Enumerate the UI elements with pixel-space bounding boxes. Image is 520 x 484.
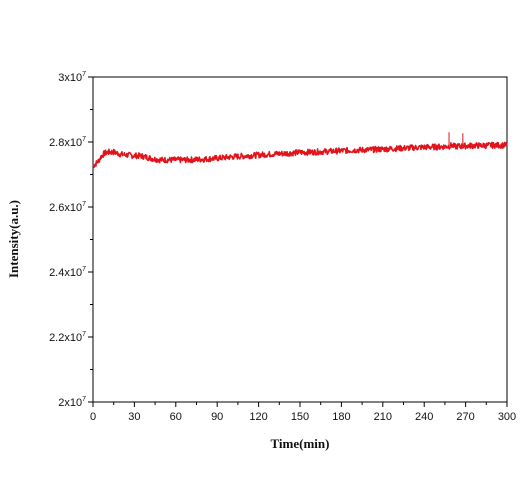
y-tick-label: 2.4x107 (49, 266, 86, 279)
y-tick-label: 2.6x107 (49, 201, 86, 214)
x-tick-label: 60 (170, 411, 182, 423)
x-tick-label: 300 (498, 411, 516, 423)
y-tick-label: 2.2x107 (49, 331, 86, 344)
y-axis-title: Intensity(a.u.) (6, 200, 21, 278)
x-axis-title: Time(min) (271, 436, 330, 451)
x-tick-label: 30 (128, 411, 140, 423)
x-tick-label: 240 (415, 411, 433, 423)
x-tick-label: 270 (456, 411, 474, 423)
y-axis-ticks: 2x107 2.2x107 2.4x107 2.6x107 2.8x107 3x107 (49, 71, 93, 409)
series-layer (92, 132, 508, 169)
plot-frame (92, 76, 508, 403)
x-tick-label: 120 (249, 411, 267, 423)
x-tick-label: 210 (374, 411, 392, 423)
x-axis-ticks: 0 30 60 90 120 150 180 210 240 270 300 (90, 402, 516, 423)
x-tick-label: 90 (211, 411, 223, 423)
y-tick-label: 2.8x107 (49, 136, 86, 149)
series-line (92, 141, 508, 169)
x-tick-label: 180 (332, 411, 350, 423)
y-tick-label: 3x107 (58, 71, 86, 84)
x-tick-label: 0 (90, 411, 96, 423)
y-tick-label: 2x107 (58, 396, 86, 409)
x-tick-label: 150 (291, 411, 309, 423)
